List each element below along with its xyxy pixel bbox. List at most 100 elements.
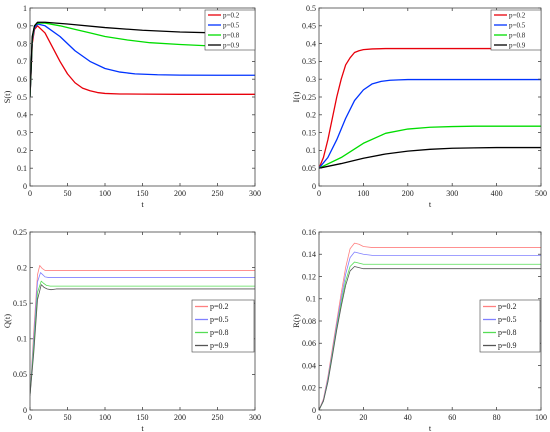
x-tick-label: 300 (446, 189, 458, 198)
y-tick-label: 1 (23, 4, 27, 13)
series-line-p=0.5 (319, 78, 541, 169)
y-tick-label: 0.15 (302, 128, 316, 137)
legend-label: p=0.8 (223, 32, 240, 40)
y-axis-label: I(t) (291, 91, 301, 102)
legend: p=0.2 p=0.5 p=0.8 p=0.9 (191, 299, 255, 353)
y-tick-label: 0 (312, 406, 316, 415)
x-tick-label: 200 (402, 189, 414, 198)
series-line-p=0.5 (30, 23, 255, 98)
y-tick-label: 0.05 (13, 370, 27, 379)
y-tick-label: 0 (312, 182, 316, 191)
y-tick-label: 0.5 (306, 4, 316, 13)
series-line-p=0.2 (319, 47, 541, 169)
y-tick-label: 0.1 (306, 146, 316, 155)
y-tick-label: 0.35 (302, 57, 316, 66)
y-tick-label: 0 (23, 182, 27, 191)
x-tick-label: 200 (174, 413, 186, 422)
y-tick-label: 0.15 (13, 299, 27, 308)
y-tick-label: 0.06 (302, 339, 316, 348)
legend-label: p=0.8 (498, 328, 517, 337)
legend-label: p=0.2 (498, 302, 517, 311)
chart-panel-4: 0 20 40 60 80 100 0 0.02 0.04 0.06 0.08 0.1 0.12 0.14… (291, 228, 547, 432)
chart-panel-2: 0 100 200 300 400 500 0 0.05 0.1 0.15 0.2 0.25 0.3 0.… (291, 4, 547, 209)
series-line-p=0.9 (319, 146, 541, 169)
legend-box (479, 299, 541, 353)
legend-label: p=0.2 (223, 12, 240, 20)
y-tick-label: 0.12 (302, 272, 316, 281)
x-tick-label: 60 (448, 413, 456, 422)
y-tick-label: 0.3 (17, 128, 27, 137)
y-tick-label: 0.9 (17, 22, 27, 31)
legend-label: p=0.8 (210, 328, 229, 337)
legend-box (204, 9, 256, 51)
legend-label: p=0.2 (509, 12, 526, 20)
x-tick-label: 50 (64, 189, 72, 198)
x-tick-label: 100 (99, 189, 111, 198)
x-tick-label: 80 (493, 413, 501, 422)
series-line-p=0.5 (30, 272, 255, 396)
x-tick-label: 500 (535, 189, 547, 198)
x-tick-label: 200 (174, 189, 186, 198)
y-tick-label: 0.6 (17, 75, 27, 84)
y-axis-label: S(t) (2, 90, 12, 103)
y-tick-label: 0.7 (17, 57, 27, 66)
legend-label: p=0.5 (223, 22, 240, 30)
x-tick-label: 0 (317, 413, 321, 422)
series-line-p=0.8 (30, 280, 255, 396)
x-axis-label: t (429, 199, 432, 209)
y-tick-label: 0.25 (302, 93, 316, 102)
y-tick-label: 0.25 (13, 228, 27, 237)
x-tick-label: 100 (535, 413, 547, 422)
legend-label: p=0.9 (210, 341, 229, 350)
x-tick-label: 300 (249, 413, 261, 422)
x-tick-label: 50 (64, 413, 72, 422)
y-tick-label: 0.1 (17, 164, 27, 173)
y-tick-label: 0.1 (306, 295, 316, 304)
y-tick-label: 0.2 (17, 263, 27, 272)
x-tick-label: 250 (212, 189, 224, 198)
legend-label: p=0.9 (509, 42, 526, 50)
y-tick-label: 0.45 (302, 22, 316, 31)
y-tick-label: 0.04 (302, 361, 316, 370)
x-tick-label: 20 (359, 413, 367, 422)
x-tick-label: 250 (212, 413, 224, 422)
x-axis-label: t (141, 423, 144, 432)
y-tick-label: 0.02 (302, 384, 316, 393)
y-tick-label: 0 (23, 406, 27, 415)
x-tick-label: 150 (137, 413, 149, 422)
x-tick-label: 400 (491, 189, 503, 198)
y-tick-label: 0.2 (306, 111, 316, 120)
series-line-p=0.9 (30, 284, 255, 396)
y-tick-label: 0.1 (17, 335, 27, 344)
x-axis-label: t (141, 199, 144, 209)
x-tick-label: 300 (249, 189, 261, 198)
legend: p=0.2 p=0.5 p=0.8 p=0.9 (479, 299, 541, 353)
series-line-p=0.2 (30, 25, 255, 98)
x-tick-label: 150 (137, 189, 149, 198)
chart-panel-1: 0 50 100 150 200 250 300 0 0.1 0.2 0.3 0.4 0.5 0.6 0.7… (2, 4, 261, 209)
chart-panel-3: 0 50 100 150 200 250 300 0 0.05 0.1 0.15 0.2 0.25 t Q(… (2, 228, 261, 432)
y-tick-label: 0.16 (302, 228, 316, 237)
legend-label: p=0.5 (210, 315, 229, 324)
y-tick-label: 0.2 (17, 146, 27, 155)
legend: p=0.2 p=0.5 p=0.8 p=0.9 (490, 9, 542, 51)
legend-box (490, 9, 542, 51)
x-tick-label: 0 (28, 189, 32, 198)
x-axis-label: t (429, 423, 432, 432)
x-tick-label: 0 (28, 413, 32, 422)
x-tick-label: 40 (404, 413, 412, 422)
y-tick-label: 0.3 (306, 75, 316, 84)
series-line-p=0.9 (30, 21, 255, 98)
x-tick-label: 0 (317, 189, 321, 198)
y-tick-label: 0.8 (17, 39, 27, 48)
legend-label: p=0.2 (210, 302, 229, 311)
y-axis-label: R(t) (291, 314, 301, 328)
x-tick-label: 100 (99, 413, 111, 422)
series-line-p=0.2 (30, 265, 255, 396)
x-tick-label: 100 (357, 189, 369, 198)
y-tick-label: 0.08 (302, 317, 316, 326)
y-axis-label: Q(t) (2, 314, 12, 328)
y-tick-label: 0.05 (302, 164, 316, 173)
series-line-p=0.8 (319, 125, 541, 169)
